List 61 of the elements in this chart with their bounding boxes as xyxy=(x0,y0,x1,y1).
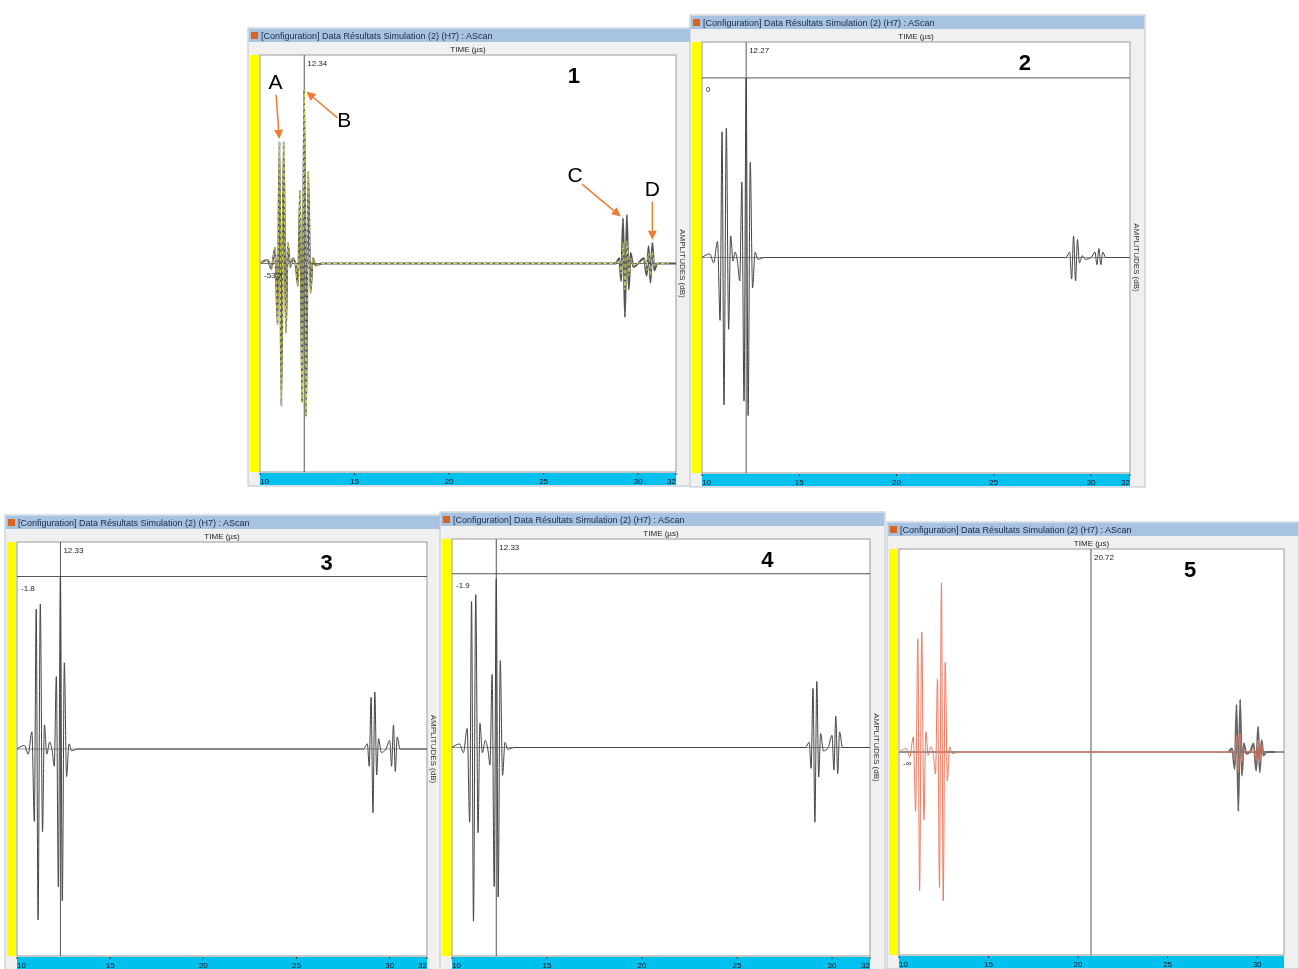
text: 5 xyxy=(1183,557,1197,582)
x-axis-title: TIME (µs) xyxy=(1073,539,1110,548)
x-axis-title: TIME (µs) xyxy=(643,529,679,538)
x-tick-label: 15 xyxy=(984,959,994,969)
ref-line-label: 12.27 xyxy=(749,46,770,55)
x-tick-label: 25 xyxy=(989,477,999,487)
x-tick-label: 20 xyxy=(1073,959,1084,969)
chart-title: [Configuration] Data Résultats Simulation (2) (H7) : AScan xyxy=(703,18,935,28)
chart-title: [Configuration] Data Résultats Simulation (2) (H7) : AScan xyxy=(261,31,493,41)
annotation: -1.9 xyxy=(456,580,471,590)
x-tick-label: 30 xyxy=(1252,959,1263,969)
text: 1 xyxy=(567,63,581,88)
x-tick-label: 32 xyxy=(1121,477,1131,487)
x-tick-label: 30 xyxy=(633,476,644,486)
x-tick-label: 20 xyxy=(444,476,455,486)
ref-line-label: 12.33 xyxy=(63,546,84,555)
x-tick-label: 20 xyxy=(892,477,902,487)
x-tick-label: 10 xyxy=(702,477,712,487)
y-axis-title: AMPLITUDES (dB) xyxy=(872,713,881,783)
text: 2 xyxy=(1018,50,1031,75)
ref-line-label: 12.33 xyxy=(499,543,520,552)
x-tick-label: 15 xyxy=(794,477,805,487)
chart-title: [Configuration] Data Résultats Simulation (2) (H7) : AScan xyxy=(900,525,1132,535)
ref-line-label: 12.34 xyxy=(307,59,328,68)
x-tick-label: 15 xyxy=(350,476,360,486)
annotation: 0 xyxy=(706,84,711,94)
chart-title: [Configuration] Data Résultats Simulation (2) (H7) : AScan xyxy=(18,518,250,528)
x-axis-title: TIME (µs) xyxy=(898,32,934,41)
x-tick-label: 32 xyxy=(418,960,428,969)
x-tick-label: 10 xyxy=(899,959,909,969)
x-tick-label: 10 xyxy=(17,960,27,969)
annotation: B xyxy=(337,108,352,132)
text: 3 xyxy=(320,550,333,575)
y-axis-title: AMPLITUDES (dB) xyxy=(1132,223,1141,293)
y-axis-title: AMPLITUDES (dB) xyxy=(678,229,687,299)
annotation: -∞ xyxy=(903,759,912,768)
x-tick-label: 20 xyxy=(198,960,209,969)
x-tick-label: 25 xyxy=(539,476,549,486)
x-tick-label: 25 xyxy=(732,960,742,969)
x-tick-label: 30 xyxy=(385,960,395,969)
x-axis-title: TIME (µs) xyxy=(204,532,240,541)
text: 4 xyxy=(761,547,775,572)
x-tick-label: 25 xyxy=(1163,959,1173,969)
x-tick-label: 10 xyxy=(452,960,462,969)
annotation: D xyxy=(644,177,660,201)
x-tick-label: 10 xyxy=(260,476,270,486)
annotation: A xyxy=(268,70,283,94)
x-tick-label: 30 xyxy=(1086,477,1097,487)
x-axis-title: TIME (µs) xyxy=(450,45,486,54)
chart-title: [Configuration] Data Résultats Simulation (2) (H7) : AScan xyxy=(453,515,685,525)
x-tick-label: 25 xyxy=(292,960,302,969)
x-tick-label: 30 xyxy=(827,960,837,969)
x-tick-label: 32 xyxy=(861,960,871,969)
ref-line-label: 20.72 xyxy=(1093,553,1115,562)
x-tick-label: 32 xyxy=(667,476,677,486)
annotation: -1.8 xyxy=(21,583,36,593)
x-tick-label: 20 xyxy=(637,960,647,969)
annotation: C xyxy=(567,162,583,186)
x-tick-label: 15 xyxy=(542,960,552,969)
y-axis-title: AMPLITUDES (dB) xyxy=(429,714,438,784)
x-tick-label: 15 xyxy=(105,960,116,969)
